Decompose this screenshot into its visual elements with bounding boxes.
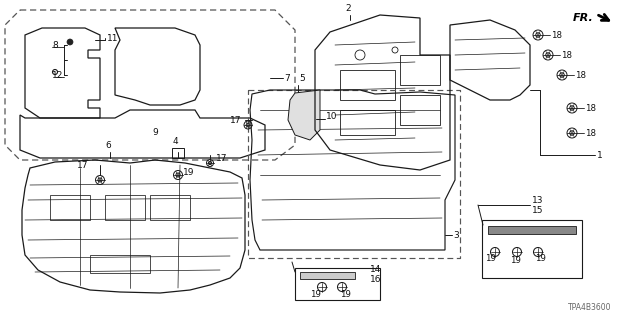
Text: 19: 19 — [484, 254, 495, 263]
Text: 18: 18 — [561, 51, 572, 60]
Bar — [90, 255, 150, 273]
Text: 9: 9 — [152, 127, 158, 137]
Text: 18: 18 — [585, 103, 596, 113]
Text: 2: 2 — [345, 4, 351, 13]
Text: 17: 17 — [216, 154, 227, 163]
Text: 16: 16 — [370, 276, 381, 284]
Bar — [302, 110, 316, 128]
Circle shape — [67, 39, 73, 45]
Bar — [340, 70, 395, 100]
Text: 18: 18 — [551, 30, 562, 39]
Text: 19: 19 — [534, 254, 545, 263]
Bar — [50, 195, 90, 220]
Text: 18: 18 — [585, 129, 596, 138]
Text: 6: 6 — [105, 141, 111, 150]
Text: 1: 1 — [597, 150, 603, 159]
Text: 17: 17 — [230, 116, 241, 124]
Text: 4: 4 — [172, 137, 178, 146]
Bar — [150, 195, 190, 220]
Bar — [488, 226, 576, 234]
Text: 5: 5 — [299, 74, 305, 83]
Text: TPA4B3600: TPA4B3600 — [568, 303, 611, 313]
Text: 19: 19 — [310, 290, 321, 299]
Text: 18: 18 — [575, 70, 586, 79]
Bar — [340, 110, 395, 135]
Text: 19: 19 — [183, 167, 195, 177]
Text: 3: 3 — [453, 230, 459, 239]
Text: 19: 19 — [340, 290, 351, 299]
Bar — [105, 195, 145, 220]
Bar — [300, 272, 355, 279]
Bar — [172, 148, 184, 158]
Bar — [482, 220, 582, 278]
Text: 8: 8 — [52, 41, 58, 50]
Text: 14: 14 — [370, 266, 381, 275]
Text: 11: 11 — [107, 34, 118, 43]
Polygon shape — [288, 90, 320, 140]
Text: 15: 15 — [532, 205, 543, 214]
Text: 13: 13 — [532, 196, 543, 204]
Text: FR.: FR. — [573, 13, 594, 23]
Bar — [400, 55, 440, 85]
Text: 12: 12 — [52, 70, 63, 79]
Bar — [295, 268, 380, 300]
Text: 19: 19 — [509, 256, 520, 265]
Text: 7: 7 — [284, 74, 290, 83]
Bar — [400, 95, 440, 125]
Text: 10: 10 — [326, 111, 337, 121]
Text: 17: 17 — [77, 161, 88, 170]
